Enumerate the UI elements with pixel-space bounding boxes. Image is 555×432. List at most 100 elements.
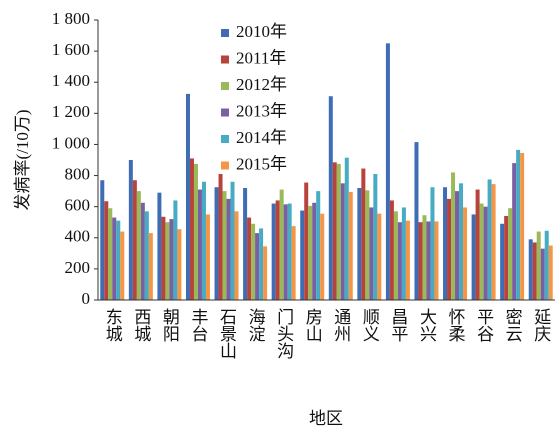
x-tick-label: 房山: [303, 308, 323, 342]
bar: [344, 157, 349, 300]
bar: [247, 217, 252, 300]
bar: [401, 207, 406, 300]
bar: [218, 174, 223, 300]
bar: [348, 191, 353, 300]
bar: [332, 162, 337, 300]
bar: [434, 221, 439, 300]
bar: [157, 192, 162, 300]
legend-label: 2014年: [236, 128, 287, 147]
bar: [300, 210, 305, 300]
x-tick-label: 朝阳: [160, 308, 180, 342]
bar: [512, 163, 517, 300]
bar: [475, 189, 480, 300]
bar: [169, 219, 174, 300]
legend-label: 2011年: [236, 48, 286, 67]
bar: [532, 242, 537, 300]
x-tick-label: 怀柔: [446, 308, 466, 342]
bar: [230, 181, 235, 300]
bar: [430, 187, 435, 300]
bar: [234, 211, 239, 300]
x-tick-label: 大兴: [417, 308, 437, 342]
bar: [128, 160, 133, 300]
bar: [263, 246, 268, 300]
bar: [491, 184, 496, 300]
legend-swatch: [221, 161, 229, 170]
bar: [414, 142, 419, 300]
bar: [365, 190, 370, 300]
bar: [369, 207, 374, 300]
legend-swatch: [221, 135, 229, 143]
bar: [357, 188, 362, 300]
bar: [320, 213, 325, 300]
bar: [308, 205, 313, 300]
x-tick-label: 密云: [503, 308, 523, 342]
bar: [251, 223, 256, 300]
x-tick-label: 门头沟: [274, 308, 294, 360]
bar: [426, 221, 431, 300]
bar: [140, 202, 145, 300]
bar: [377, 213, 382, 300]
bar: [312, 202, 317, 300]
bar: [287, 203, 292, 300]
bar: [487, 179, 492, 300]
bar: [455, 191, 460, 300]
bar: [193, 163, 198, 300]
bar: [291, 226, 296, 300]
bar: [516, 149, 521, 300]
legend-swatch: [221, 82, 229, 90]
bar: [104, 201, 109, 300]
y-tick-label: 1 200: [52, 102, 90, 121]
bar: [483, 206, 488, 300]
x-tick-label: 昌平: [388, 308, 408, 342]
bar: [443, 187, 448, 300]
bar: [132, 180, 137, 300]
x-tick-label: 通州: [331, 308, 351, 342]
x-tick-label: 丰台: [188, 308, 208, 342]
bar: [201, 181, 206, 300]
x-tick-label: 顺义: [360, 308, 380, 342]
x-tick-label: 海淀: [246, 308, 266, 342]
y-tick-label: 1 800: [52, 9, 90, 28]
bar: [500, 223, 505, 300]
x-tick-label: 平谷: [474, 308, 494, 342]
bar: [316, 191, 321, 300]
bar: [397, 222, 402, 300]
bar: [226, 198, 231, 300]
legend-label: 2010年: [236, 22, 287, 41]
bar: [451, 172, 456, 300]
bar: [520, 153, 525, 300]
bar: [165, 222, 170, 300]
x-axis-title: 地区: [309, 409, 343, 428]
bar: [536, 231, 541, 300]
y-tick-label: 1 000: [52, 133, 90, 152]
bar: [459, 183, 464, 300]
legend-label: 2012年: [236, 75, 287, 94]
legend-swatch: [221, 55, 229, 64]
bar: [418, 222, 423, 300]
bar: [540, 248, 545, 300]
bar: [173, 200, 178, 300]
bar: [544, 230, 549, 300]
bar: [197, 189, 202, 300]
bar: [275, 200, 280, 300]
bar: [189, 158, 194, 300]
y-tick-label: 600: [65, 196, 91, 215]
bar: [471, 214, 476, 300]
bar: [108, 208, 113, 300]
bar: [504, 216, 509, 300]
bar: [304, 182, 309, 300]
bar: [340, 183, 345, 300]
y-tick-label: 400: [65, 227, 91, 246]
bar: [422, 215, 427, 300]
legend-label: 2015年: [236, 154, 287, 173]
bar: [255, 233, 260, 300]
legend-label: 2013年: [236, 101, 287, 120]
bar: [405, 220, 410, 300]
bar: [361, 168, 366, 300]
bar: [373, 174, 378, 300]
bar: [205, 214, 210, 300]
bar: [528, 239, 533, 300]
bar: [116, 220, 121, 300]
bar: [328, 96, 333, 300]
